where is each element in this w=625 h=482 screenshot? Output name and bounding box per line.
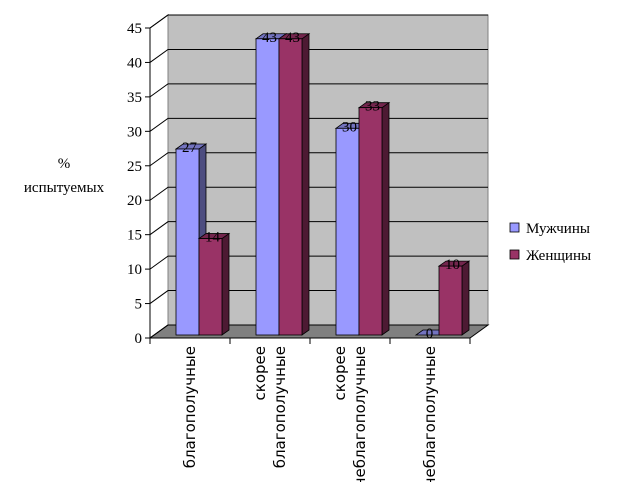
y-tick-label: 30 [127,124,142,140]
bar [197,232,231,336]
data-label: 0 [426,326,434,342]
bar-front [278,38,303,336]
side-wall [149,14,169,339]
bar [277,33,311,336]
data-label: 10 [445,257,460,273]
y-tick-label: 35 [127,90,142,106]
y-tick-label: 40 [127,55,142,71]
legend-label: Женщины [526,248,591,264]
grid-line [149,83,488,98]
bar-front [335,127,360,336]
x-tick-label: скорее неблагополучные [331,346,369,482]
y-tick-label: 25 [127,159,142,175]
data-label: 43 [285,30,300,46]
grid-line [149,48,488,63]
legend-swatch [509,249,520,260]
y-tick-label: 15 [127,228,142,244]
bar-front [358,107,383,336]
data-label: 43 [262,30,277,46]
y-tick-label: 20 [127,193,142,209]
y-tick-label: 45 [127,21,142,37]
bar-side [381,101,390,336]
data-label: 30 [342,119,357,135]
bar-front [175,148,200,336]
data-label: 14 [205,230,221,246]
bar [357,101,391,336]
y-axis-label: % испытуемых [24,156,105,196]
data-label: 27 [182,140,198,156]
y-tick-label: 0 [135,331,143,347]
bar-front [255,38,280,336]
bar-side [221,232,230,336]
legend-swatch [509,222,520,233]
bar-side [461,260,470,336]
x-tick-label: неблагополучные [421,346,439,482]
bar-side [301,33,310,336]
bar-front [198,238,223,336]
legend-label: Мужчины [526,221,590,237]
y-tick-label: 10 [127,262,142,278]
bar [437,260,471,336]
grid-line [149,14,488,29]
y-tick-label: 5 [135,297,143,313]
data-label: 33 [365,99,380,115]
x-tick-label: скорее благополучные [251,346,289,468]
x-tick-label: благополучные [181,346,199,468]
bar-front [438,265,463,336]
